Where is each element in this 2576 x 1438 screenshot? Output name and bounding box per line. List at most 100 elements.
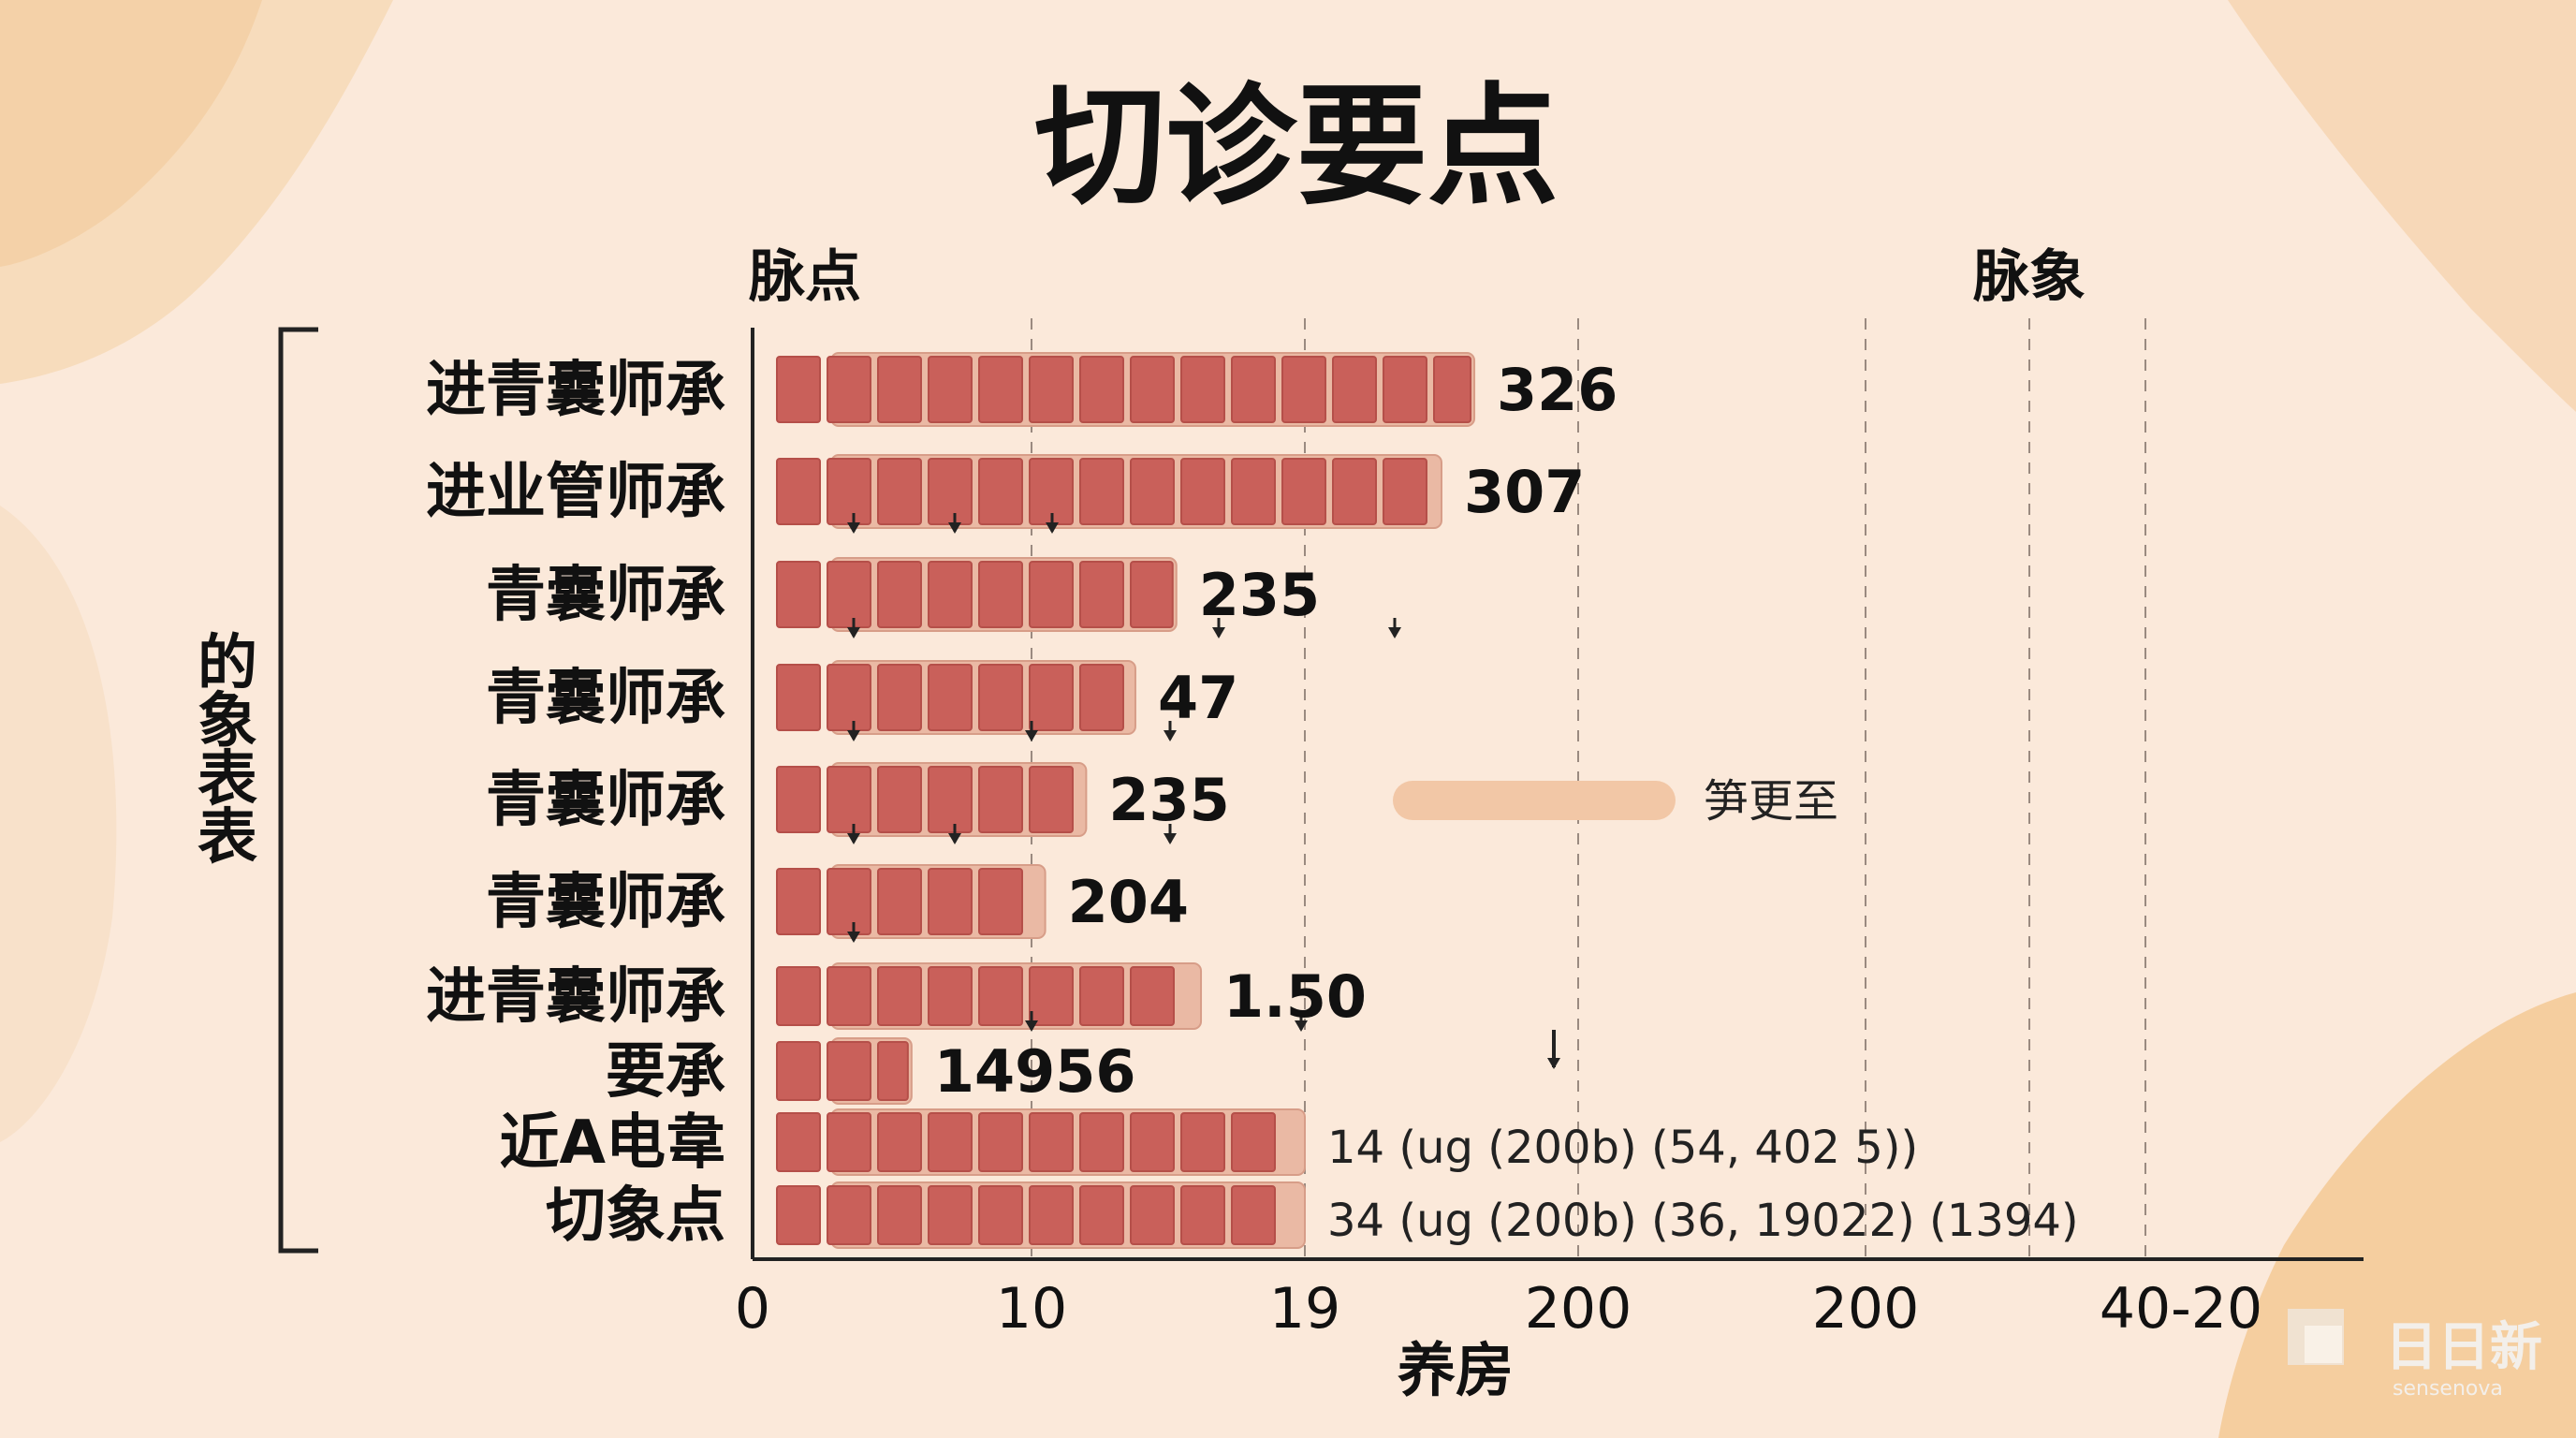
bar-segment (776, 561, 821, 628)
arrow-down-icon (948, 513, 961, 534)
bar-3 (776, 557, 1178, 632)
category-label: 青囊师承 (486, 664, 725, 733)
bar-9 (776, 1108, 1306, 1176)
arrows (847, 513, 1560, 1069)
watermark-name: 日日新 (2385, 1317, 2542, 1378)
chart-title: 切诊要点 (1034, 71, 1559, 224)
value-label: 14956 (934, 1037, 1136, 1106)
bar-segment (1029, 664, 1074, 731)
bar-segment (1433, 356, 1472, 423)
bar-6 (776, 864, 1046, 939)
x-tick-label: 200 (1525, 1276, 1632, 1342)
bar-segment (776, 664, 821, 731)
bar-segment (1029, 1185, 1074, 1245)
arrow-down-icon (1025, 721, 1038, 741)
y-axis-label: 的象表表 (198, 629, 257, 873)
x-tick-label: 40-20 (2100, 1276, 2262, 1342)
x-tick-label: 200 (1812, 1276, 1920, 1342)
bar-7 (776, 962, 1203, 1030)
bar-segment (1130, 356, 1175, 423)
bar-segment (1383, 458, 1427, 525)
bar-segment (1130, 966, 1175, 1026)
value-label: 235 (1199, 561, 1320, 629)
category-label: 切象点 (546, 1181, 725, 1251)
bar-segment (978, 766, 1023, 833)
side-note-bar (1393, 781, 1676, 820)
bar-segment (1029, 356, 1074, 423)
bar-segment (978, 664, 1023, 731)
bar-segment (1079, 1185, 1124, 1245)
bar-segment (776, 966, 821, 1026)
bar-segment (827, 458, 871, 525)
bar-segment (978, 356, 1023, 423)
bar-segment (827, 356, 871, 423)
bar-segment (928, 966, 973, 1026)
bar-segment (1029, 561, 1074, 628)
bar-segment (978, 458, 1023, 525)
bar-segment (776, 766, 821, 833)
bar-segment (776, 356, 821, 423)
x-tick-labels: 0 10 19 200 200 40-20 (735, 1276, 2262, 1342)
bar-segment (877, 868, 922, 935)
bar-segment (877, 664, 922, 731)
arrow-down-icon (847, 513, 860, 534)
value-label: 204 (1068, 868, 1189, 936)
bar-segment (1281, 356, 1326, 423)
bar-segment (928, 766, 973, 833)
bar-segment (827, 561, 871, 628)
bar-5 (776, 762, 1088, 837)
corner-label-right: 脉象 (1973, 244, 2086, 310)
bar-segment (1231, 458, 1276, 525)
arrow-down-icon (1046, 513, 1059, 534)
side-note-text: 笋更至 (1704, 775, 1838, 828)
bar-segment (1079, 356, 1124, 423)
bar-segment (1029, 766, 1074, 833)
arrow-down-icon (1212, 618, 1225, 638)
bar-segment (978, 868, 1023, 935)
arrow-down-icon (847, 721, 860, 741)
value-labels: 326 307 235 47 235 204 1.50 14956 14 (ug (200b) … (934, 356, 2079, 1247)
bar-segment (827, 766, 871, 833)
bar-segment (1180, 1112, 1225, 1172)
gridlines (1031, 318, 2146, 1259)
bar-segment (776, 458, 821, 525)
bar-segment (928, 868, 973, 935)
bar-segment (776, 1112, 821, 1172)
bar-segment (928, 1112, 973, 1172)
bar-segment (1332, 458, 1377, 525)
bar-segment (928, 356, 973, 423)
bar-segment (776, 868, 821, 935)
bar-segment (1029, 1112, 1074, 1172)
bar-1 (776, 352, 1476, 427)
category-label: 青囊师承 (486, 868, 725, 937)
bar-segment (1281, 458, 1326, 525)
bar-segment (827, 1041, 871, 1101)
value-label: 326 (1497, 356, 1617, 424)
bar-segment (1130, 1112, 1175, 1172)
arrow-down-icon (847, 824, 860, 844)
x-axis-label: 养房 (1398, 1336, 1514, 1404)
bar-segment (928, 664, 973, 731)
bar-segment (877, 1112, 922, 1172)
bar-segment (978, 966, 1023, 1026)
bar-segment (1231, 1185, 1276, 1245)
bar-segment (1079, 458, 1124, 525)
bar-segment (1079, 966, 1124, 1026)
arrow-down-icon (1388, 618, 1401, 638)
bar-segment (1130, 1185, 1175, 1245)
value-label: 307 (1464, 458, 1585, 526)
arrow-down-icon (1295, 1011, 1308, 1032)
category-label: 进业管师承 (426, 458, 725, 527)
bar-segment (1079, 664, 1124, 731)
bar-segment (877, 1041, 909, 1101)
bar-segment (877, 356, 922, 423)
value-label: 1.50 (1223, 962, 1367, 1031)
arrow-down-icon (1025, 1011, 1038, 1032)
bar-segment (877, 458, 922, 525)
bars (776, 352, 1476, 1249)
arrow-down-icon (847, 922, 860, 943)
x-tick-label: 10 (996, 1276, 1067, 1342)
category-label: 青囊师承 (486, 561, 725, 630)
